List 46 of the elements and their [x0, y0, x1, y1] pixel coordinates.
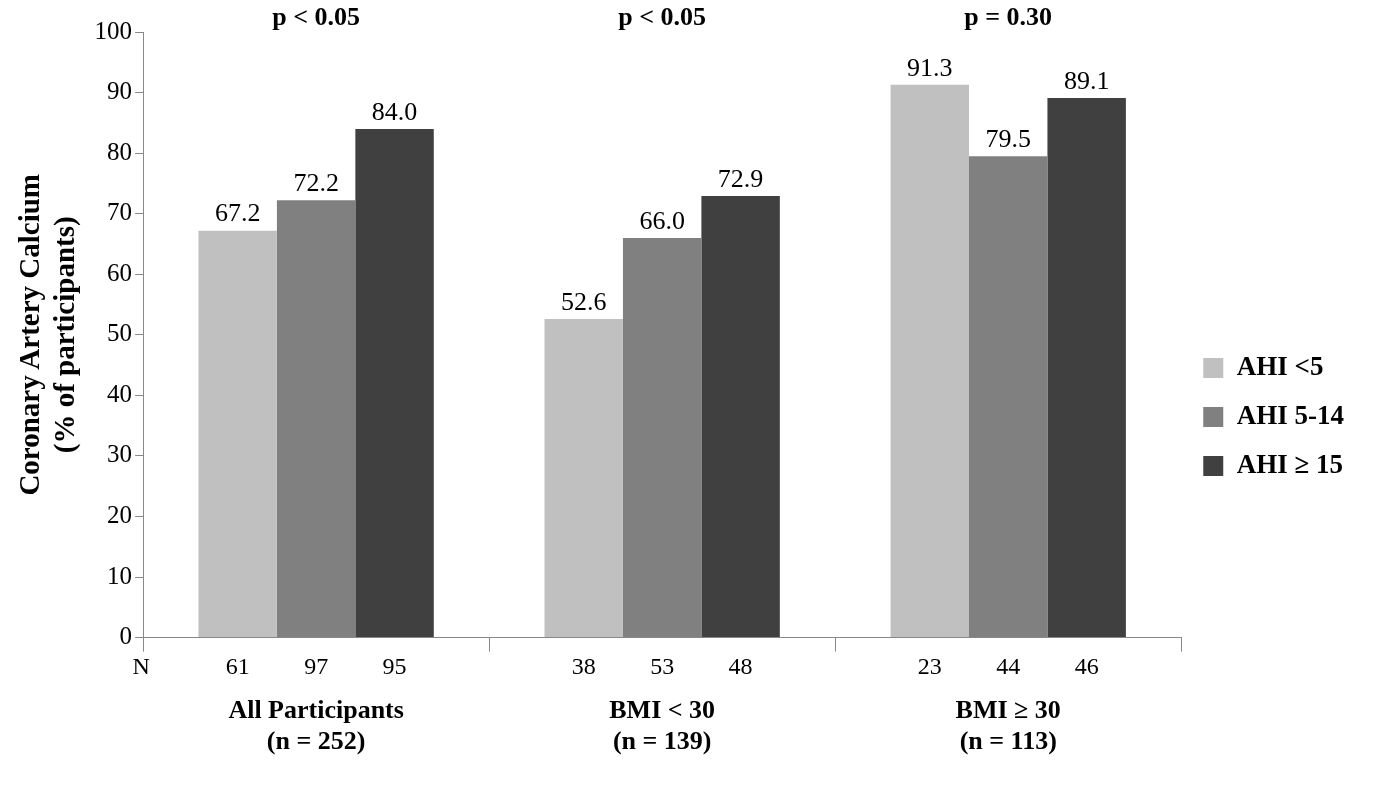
- y-tick-label: 100: [94, 16, 133, 44]
- x-tick-label: BMI < 30 (n = 139): [609, 694, 716, 756]
- text: p < 0.05: [272, 1, 361, 31]
- text: N: [132, 652, 150, 679]
- y-tick-label: 50: [107, 319, 133, 347]
- text: p < 0.05: [618, 1, 707, 31]
- text: 48: [728, 652, 753, 679]
- y-tick-label: 80: [107, 137, 133, 165]
- bar: [890, 84, 970, 638]
- y-tick-label: 70: [107, 198, 133, 226]
- text: 97: [304, 652, 329, 679]
- y-tick-label: 0: [119, 622, 133, 650]
- y-axis-title: Coronary Artery Calcium (% of participants): [12, 173, 81, 496]
- x-tick-label: All Participants (n = 252): [228, 694, 404, 756]
- y-tick-label: 30: [107, 440, 133, 468]
- data-label: 72.9: [717, 163, 764, 193]
- bar: [355, 128, 434, 638]
- x-tick-label: BMI ≥ 30 (n = 113): [955, 694, 1061, 756]
- legend-label: AHI 5-14: [1236, 399, 1344, 430]
- text: 95: [382, 652, 407, 679]
- legend-label: AHI ≥ 15: [1236, 448, 1344, 479]
- bar: [198, 230, 277, 638]
- text: p = 0.30: [964, 1, 1053, 31]
- data-label: 89.1: [1063, 65, 1110, 95]
- y-tick-label: 20: [107, 501, 133, 529]
- data-label: 66.0: [639, 205, 685, 235]
- text: 44: [996, 652, 1021, 679]
- y-tick-label: 90: [107, 77, 133, 105]
- y-tick-label: 10: [107, 561, 133, 589]
- data-label: 52.6: [560, 286, 607, 316]
- data-label: 79.5: [985, 123, 1031, 153]
- y-tick-label: 40: [107, 379, 133, 407]
- bar: [544, 319, 623, 638]
- text: 53: [650, 652, 675, 679]
- text: 46: [1074, 652, 1099, 679]
- text: 38: [571, 652, 596, 679]
- data-label: 84.0: [371, 96, 418, 126]
- data-label: 67.2: [214, 198, 261, 228]
- bar: [1047, 98, 1126, 638]
- y-tick-label: 60: [107, 258, 133, 286]
- text: 61: [225, 652, 250, 679]
- data-label: 91.3: [907, 52, 953, 82]
- data-label: 72.2: [293, 168, 339, 198]
- text: 23: [917, 652, 942, 679]
- legend-label: AHI <5: [1236, 350, 1324, 381]
- bar: [701, 196, 780, 638]
